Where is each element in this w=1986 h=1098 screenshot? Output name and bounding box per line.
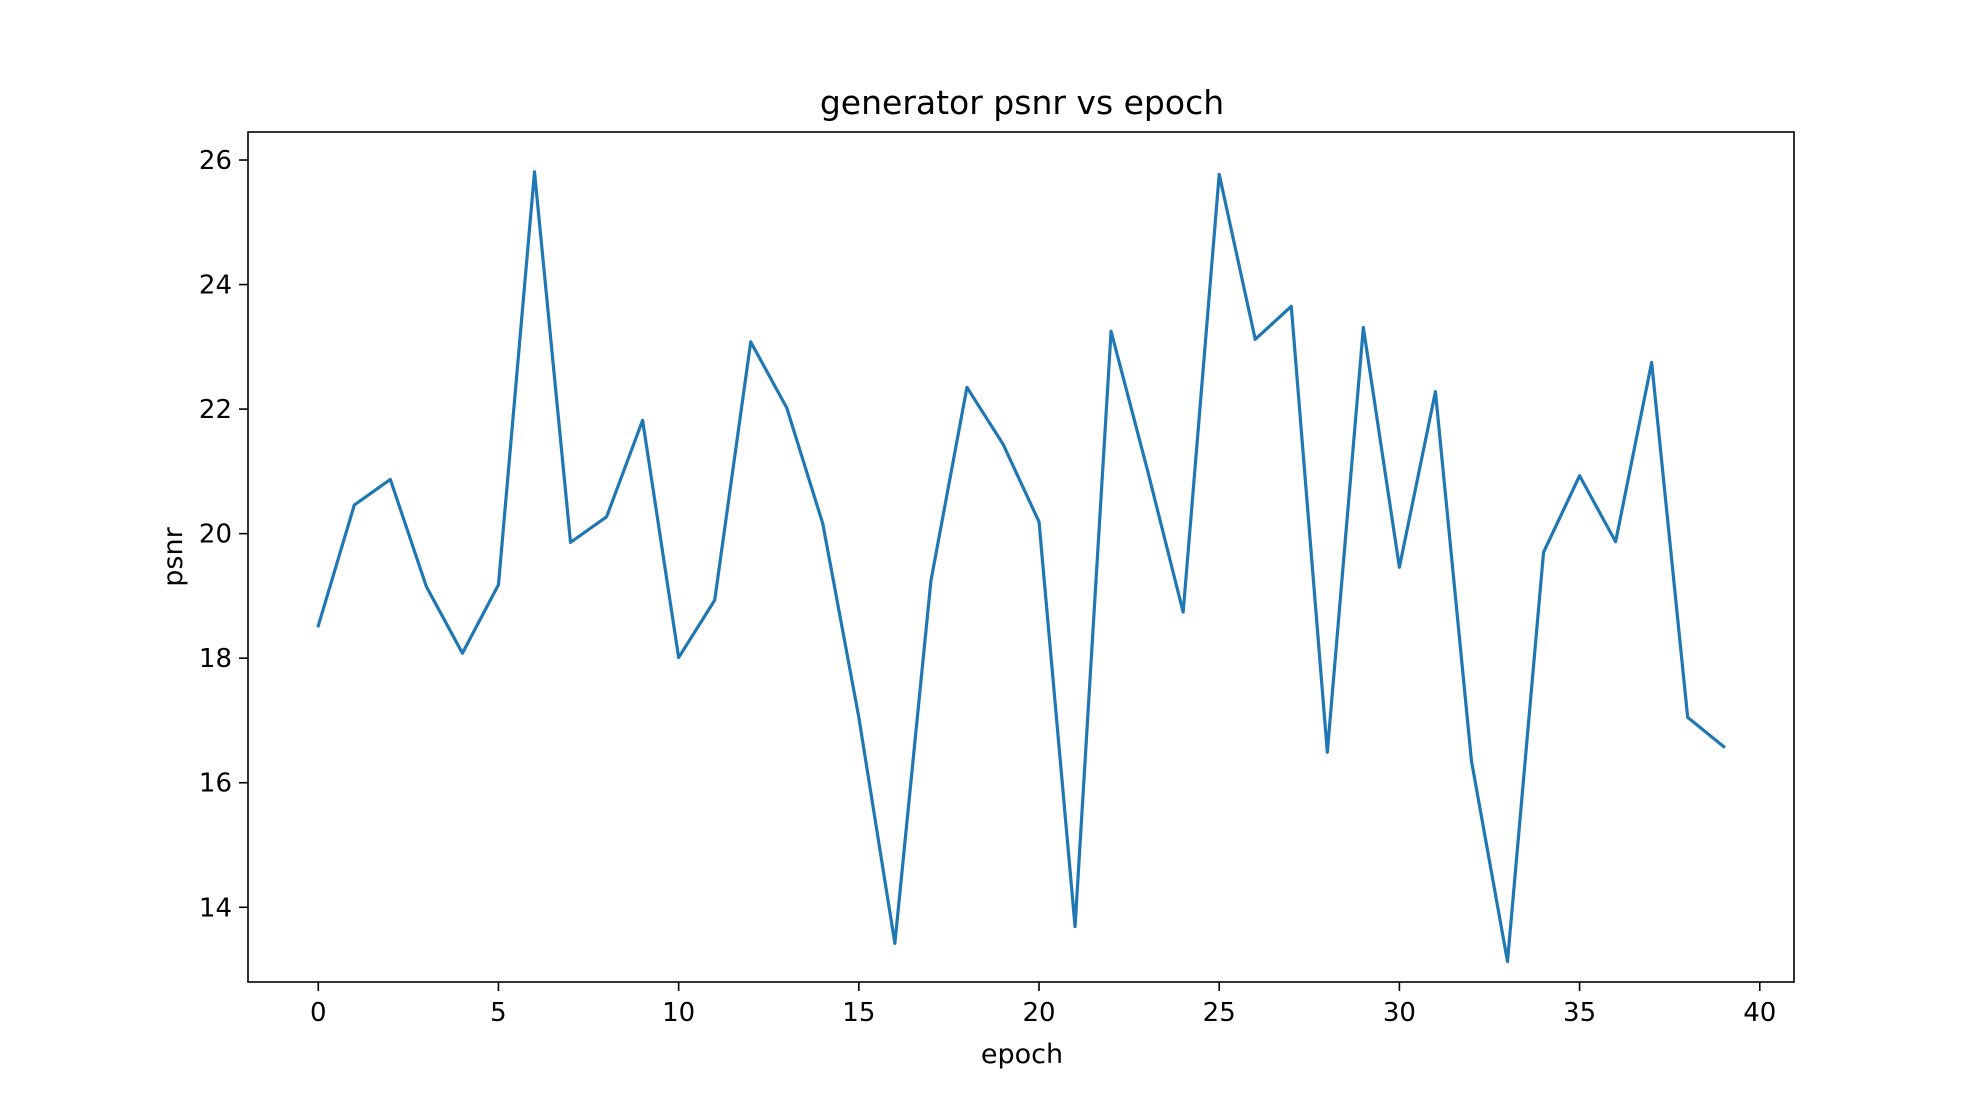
y-tick-label: 14 (199, 893, 232, 923)
plot-area (316, 170, 1726, 964)
x-tick-label: 10 (662, 998, 695, 1028)
y-tick-label: 16 (199, 769, 232, 799)
x-axis-label: epoch (981, 1039, 1063, 1070)
x-tick-label: 0 (310, 998, 327, 1028)
x-tick-label: 5 (490, 998, 507, 1028)
x-tick-label: 15 (842, 998, 875, 1028)
y-tick-label: 22 (199, 395, 232, 425)
x-tick-label: 25 (1203, 998, 1236, 1028)
x-axis: 0 5 10 15 20 25 30 35 40 (310, 982, 1776, 1028)
x-tick-label: 35 (1563, 998, 1596, 1028)
chart-title: generator psnr vs epoch (820, 83, 1224, 122)
y-tick-label: 26 (199, 146, 232, 176)
x-tick-label: 20 (1022, 998, 1055, 1028)
y-tick-label: 20 (199, 520, 232, 550)
x-tick-label: 40 (1743, 998, 1776, 1028)
plot-frame (247, 131, 1795, 983)
series-line-0 (316, 170, 1726, 964)
y-axis-label: psnr (158, 526, 189, 586)
x-tick-label: 30 (1383, 998, 1416, 1028)
y-axis: 14 16 18 20 22 24 26 (199, 146, 248, 923)
y-tick-label: 24 (199, 271, 232, 301)
y-tick-label: 18 (199, 644, 232, 674)
